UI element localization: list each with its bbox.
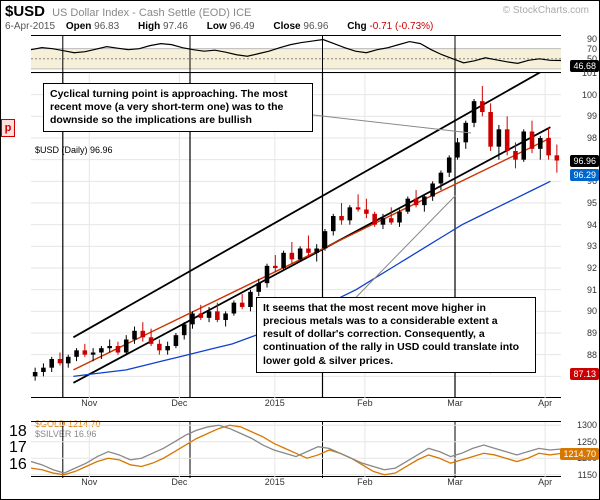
attribution: © StockCharts.com (503, 5, 589, 16)
ticker-name: US Dollar Index - Cash Settle (EOD) ICE (52, 7, 251, 19)
p-tab: p (1, 119, 15, 137)
annotation-metals: It seems that the most recent move highe… (256, 297, 536, 373)
metals-panel: 1150120012501300 1214.70 16.96 161718 (31, 421, 561, 477)
stock-chart: $USD US Dollar Index - Cash Settle (EOD)… (0, 0, 600, 500)
xaxis-main: NovDec2015FebMarApr (31, 398, 561, 412)
xaxis-sub: NovDec2015FebMarApr (31, 477, 561, 491)
rsi-panel: 30507090 46.68 (31, 35, 561, 73)
chart-date: 6-Apr-2015 (5, 21, 55, 32)
gold-value-tag: 1214.70 (560, 448, 599, 460)
annotation-bullish: Cyclical turning point is approaching. T… (43, 83, 313, 132)
ticker-symbol: $USD (5, 3, 45, 20)
chart-header: $USD US Dollar Index - Cash Settle (EOD)… (5, 3, 595, 32)
